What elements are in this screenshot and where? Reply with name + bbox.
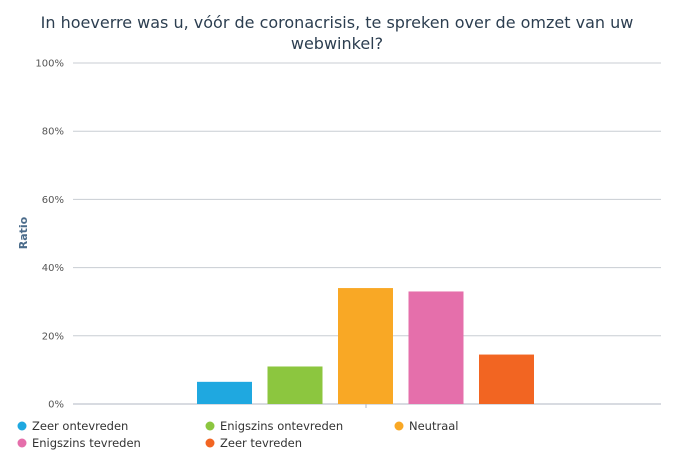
legend-marker [394,421,404,431]
bars [197,288,534,404]
y-tick-label: 0% [48,400,64,411]
y-tick-label: 40% [42,263,64,274]
y-tick-label: 80% [42,127,64,138]
bar[interactable] [479,354,534,404]
y-axis-title: Ratio [17,216,30,249]
legend-marker [17,438,27,448]
legend-label[interactable]: Zeer tevreden [220,436,302,450]
legend-marker [205,421,215,431]
y-tick-label: 20% [42,331,64,342]
y-tick-labels: 0% 20% 40% 60% 80% 100% [35,59,64,411]
bar[interactable] [408,291,464,404]
legend-marker [205,438,215,448]
gridlines [73,62,661,408]
bar[interactable] [267,366,323,404]
legend-label[interactable]: Enigszins ontevreden [220,419,343,433]
legend-marker [17,421,27,431]
chart-title-line-2: webwinkel? [291,34,383,53]
legend-label[interactable]: Zeer ontevreden [32,419,128,433]
legend-label[interactable]: Enigszins tevreden [32,436,141,450]
y-tick-label: 60% [42,195,64,206]
chart-title-line-1: In hoeverre was u, vóór de coronacrisis,… [41,13,634,32]
legend-label[interactable]: Neutraal [409,419,459,433]
bar[interactable] [197,381,252,404]
bar[interactable] [338,288,393,404]
legend: Zeer ontevreden Enigszins ontevreden Neutr… [17,419,459,450]
y-tick-label: 100% [35,59,64,70]
